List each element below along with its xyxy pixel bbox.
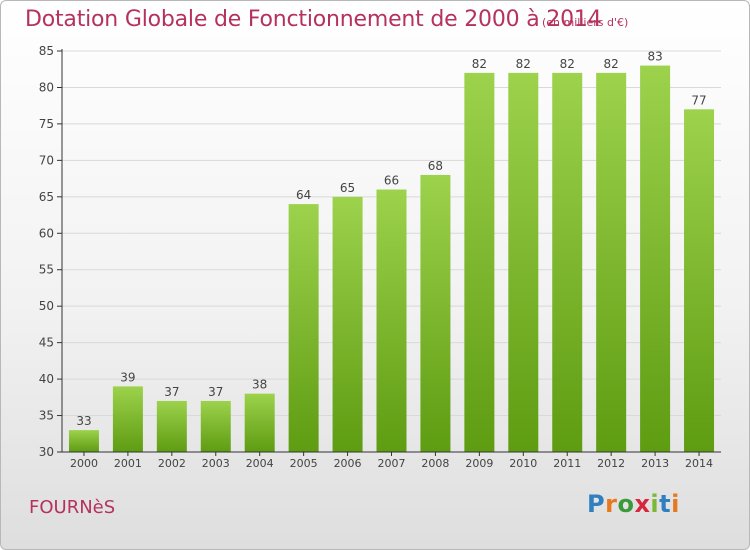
data-label-2002: 37 xyxy=(164,385,179,399)
bar-2010 xyxy=(508,72,539,452)
x-tick-label-2000: 2000 xyxy=(70,457,98,470)
bar-2012 xyxy=(596,72,627,452)
y-tick-label-65: 65 xyxy=(39,190,54,204)
data-label-2000: 33 xyxy=(76,414,91,428)
logo-letter: r xyxy=(605,490,618,518)
logo-letter: i xyxy=(671,490,680,518)
logo-letter: P xyxy=(587,490,606,518)
x-tick-label-2006: 2006 xyxy=(334,457,362,470)
x-tick-label-2005: 2005 xyxy=(290,457,318,470)
y-tick-label-35: 35 xyxy=(39,409,54,423)
bar-2011 xyxy=(552,72,583,452)
x-tick-label-2008: 2008 xyxy=(421,457,449,470)
logo-letter: x xyxy=(634,490,651,518)
data-label-2010: 82 xyxy=(516,57,531,71)
x-tick-label-2013: 2013 xyxy=(641,457,669,470)
y-tick-label-55: 55 xyxy=(39,263,54,277)
x-tick-label-2001: 2001 xyxy=(114,457,142,470)
bar-2014 xyxy=(684,109,715,452)
y-tick-label-40: 40 xyxy=(39,372,54,386)
bars: 33 39 37 37 38 64 65 66 68 82 82 82 82 83 77 xyxy=(68,50,715,453)
y-tick-label-50: 50 xyxy=(39,299,54,313)
bar-2009 xyxy=(464,72,495,452)
chart-title: Dotation Globale de Fonctionnement de 20… xyxy=(25,7,602,32)
y-tick-label-75: 75 xyxy=(39,117,54,131)
y-tick-label-85: 85 xyxy=(39,44,54,58)
bar-2000 xyxy=(68,430,99,452)
commune-name: FOURNèS xyxy=(29,497,116,518)
x-tick-label-2010: 2010 xyxy=(509,457,537,470)
data-label-2014: 77 xyxy=(691,93,706,107)
data-label-2013: 83 xyxy=(647,50,662,64)
data-label-2003: 37 xyxy=(208,385,223,399)
proxiti-logo[interactable]: Proxiti xyxy=(587,490,680,518)
data-label-2008: 68 xyxy=(428,159,443,173)
data-label-2006: 65 xyxy=(340,181,355,195)
y-tick-label-80: 80 xyxy=(39,80,54,94)
bar-2004 xyxy=(244,393,275,452)
x-tick-label-2007: 2007 xyxy=(378,457,406,470)
y-tick-label-45: 45 xyxy=(39,336,54,350)
x-tick-label-2009: 2009 xyxy=(465,457,493,470)
x-tick-label-2011: 2011 xyxy=(553,457,581,470)
bar-2007 xyxy=(376,189,407,452)
bar-2006 xyxy=(332,196,363,452)
axes: 30 35 40 45 50 55 60 65 70 75 80 85 2000 2001 2002 2003… xyxy=(39,44,721,470)
x-tick-label-2002: 2002 xyxy=(158,457,186,470)
bar-2013 xyxy=(640,65,671,452)
logo-letter: i xyxy=(650,490,660,518)
y-tick-label-70: 70 xyxy=(39,153,54,167)
x-tick-label-2012: 2012 xyxy=(597,457,625,470)
data-label-2012: 82 xyxy=(604,57,619,71)
data-label-2004: 38 xyxy=(252,378,267,392)
bar-2008 xyxy=(420,174,451,453)
bar-2005 xyxy=(288,204,319,452)
bar-2002 xyxy=(156,400,187,452)
x-tick-label-2014: 2014 xyxy=(685,457,713,470)
x-tick-label-2004: 2004 xyxy=(246,457,274,470)
data-label-2011: 82 xyxy=(560,57,575,71)
data-label-2005: 64 xyxy=(296,188,311,202)
logo-letter: o xyxy=(617,490,635,518)
data-label-2001: 39 xyxy=(120,370,135,384)
data-label-2009: 82 xyxy=(472,57,487,71)
logo-letter: t xyxy=(659,490,672,518)
data-label-2007: 66 xyxy=(384,174,399,188)
bar-2001 xyxy=(112,386,143,452)
y-tick-label-30: 30 xyxy=(39,445,54,459)
x-tick-label-2003: 2003 xyxy=(202,457,230,470)
chart-unit: (en milliers d'€) xyxy=(542,16,629,29)
y-tick-label-60: 60 xyxy=(39,226,54,240)
bar-2003 xyxy=(200,400,231,452)
